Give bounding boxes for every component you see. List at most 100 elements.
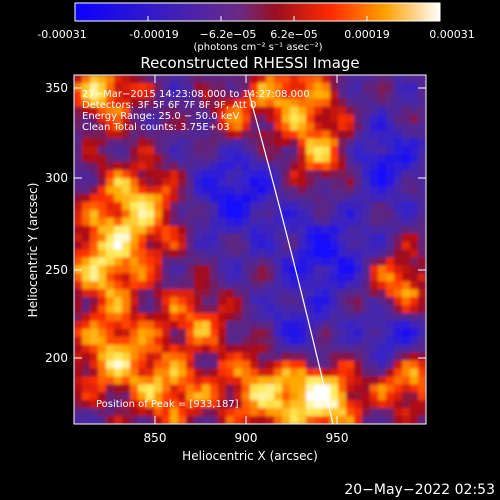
heatmap-cell — [322, 170, 331, 179]
heatmap-cell — [146, 82, 155, 92]
heatmap-cell — [378, 408, 387, 417]
heatmap-cell — [170, 154, 179, 163]
heatmap-cell — [410, 257, 419, 266]
heatmap-cell — [354, 90, 363, 100]
heatmap-cell — [330, 408, 339, 417]
heatmap-cell — [394, 225, 403, 235]
heatmap-cell — [98, 178, 107, 187]
heatmap-cell — [106, 241, 115, 251]
heatmap-cell — [82, 312, 91, 322]
heatmap-cell — [194, 328, 203, 338]
heatmap-cell — [130, 225, 139, 235]
heatmap-cell — [178, 400, 187, 409]
heatmap-cell — [138, 297, 147, 306]
heatmap-cell — [242, 82, 251, 92]
heatmap-cell — [234, 408, 243, 417]
heatmap-cell — [338, 154, 347, 163]
heatmap-cell — [114, 217, 123, 227]
colorbar-tick-label: 0.00031 — [429, 28, 475, 41]
heatmap-cell — [202, 130, 211, 140]
heatmap-cell — [202, 90, 211, 100]
heatmap-cell — [322, 146, 331, 155]
heatmap-cell — [178, 368, 187, 378]
heatmap-cell — [266, 297, 275, 306]
heatmap-cell — [138, 146, 147, 155]
heatmap-cell — [138, 344, 147, 354]
heatmap-cell — [322, 90, 331, 100]
heatmap-cell — [114, 241, 123, 251]
heatmap-cell — [138, 312, 147, 322]
heatmap-cell — [354, 193, 363, 203]
heatmap-cell — [402, 360, 411, 370]
heatmap-cell — [306, 384, 315, 393]
heatmap-cell — [186, 209, 195, 219]
heatmap-cell — [202, 336, 211, 346]
heatmap-cell — [130, 186, 139, 195]
heatmap-cell — [418, 193, 426, 203]
heatmap-cell — [90, 154, 99, 163]
heatmap-cell — [178, 82, 187, 92]
heatmap-cell — [322, 257, 331, 266]
heatmap-cell — [314, 281, 323, 290]
heatmap-cell — [186, 320, 195, 330]
heatmap-cell — [218, 328, 227, 338]
heatmap-cell — [154, 233, 163, 243]
heatmap-cell — [322, 233, 331, 243]
heatmap-cell — [146, 312, 155, 322]
heatmap-cell — [378, 336, 387, 346]
colorbar-gradient — [74, 2, 441, 22]
heatmap-cell — [314, 289, 323, 298]
heatmap-cell — [170, 217, 179, 227]
heatmap-cell — [178, 336, 187, 346]
heatmap-cell — [130, 408, 139, 417]
heatmap-cell — [98, 98, 107, 108]
heatmap-cell — [410, 328, 419, 338]
heatmap-cell — [282, 392, 291, 401]
heatmap-cell — [114, 257, 123, 266]
heatmap-cell — [210, 146, 219, 155]
heatmap-cell — [338, 170, 347, 179]
heatmap-cell — [90, 170, 99, 179]
heatmap-cell — [266, 154, 275, 163]
heatmap-cell — [154, 217, 163, 227]
heatmap-cell — [282, 233, 291, 243]
heatmap-cell — [74, 233, 83, 243]
heatmap-cell — [282, 138, 291, 147]
heatmap-cell — [226, 186, 235, 195]
heatmap-cell — [138, 265, 147, 274]
heatmap-cell — [162, 384, 171, 393]
heatmap-cell — [226, 416, 235, 424]
heatmap-cell — [202, 392, 211, 401]
heatmap-cell — [114, 416, 123, 424]
heatmap-cell — [242, 209, 251, 219]
heatmap-cell — [394, 178, 403, 187]
heatmap-cell — [322, 320, 331, 330]
heatmap-cell — [298, 241, 307, 251]
y-tick-label: 250 — [45, 263, 68, 277]
heatmap-cell — [170, 400, 179, 409]
heatmap-cell — [186, 408, 195, 417]
heatmap-cell — [146, 193, 155, 203]
heatmap-cell — [226, 320, 235, 330]
heatmap-cell — [154, 178, 163, 187]
heatmap-cell — [378, 352, 387, 362]
heatmap-cell — [274, 328, 283, 338]
heatmap-cell — [218, 209, 227, 219]
heatmap-cell — [418, 312, 426, 322]
heatmap-cell — [170, 320, 179, 330]
heatmap-cell — [410, 360, 419, 370]
heatmap-cell — [378, 305, 387, 314]
heatmap-cell — [418, 344, 426, 354]
heatmap-cell — [90, 193, 99, 203]
heatmap-cell — [122, 352, 131, 362]
heatmap-cell — [354, 249, 363, 259]
heatmap-cell — [178, 249, 187, 259]
heatmap-cell — [394, 209, 403, 219]
heatmap-cell — [386, 122, 395, 132]
heatmap-cell — [346, 130, 355, 140]
heatmap-cell — [218, 106, 227, 116]
heatmap-cell — [338, 98, 347, 108]
heatmap-cell — [354, 170, 363, 179]
heatmap-cell — [354, 289, 363, 298]
heatmap-cell — [274, 233, 283, 243]
